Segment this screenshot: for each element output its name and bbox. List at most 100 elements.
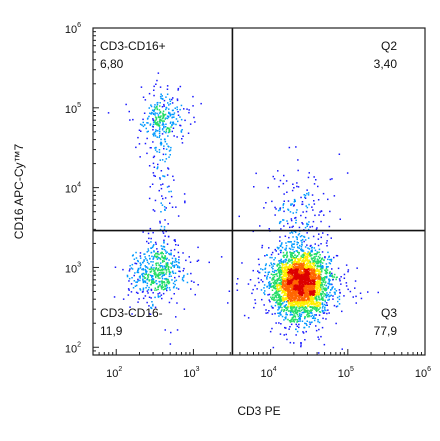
event-dot: [135, 284, 138, 287]
event-dot: [278, 284, 280, 286]
event-dot: [165, 271, 168, 273]
event-dot: [302, 253, 305, 256]
event-dot: [308, 295, 311, 297]
event-dot: [174, 261, 176, 263]
event-dot: [275, 273, 277, 276]
event-dot: [267, 273, 269, 276]
event-dot: [166, 265, 168, 268]
event-dot: [329, 295, 331, 297]
event-dot: [148, 286, 150, 289]
event-dot: [297, 271, 299, 274]
event-dot: [295, 236, 298, 238]
event-dot: [313, 266, 316, 268]
event-dot: [302, 291, 305, 293]
event-dot: [286, 220, 288, 222]
event-dot: [304, 255, 307, 258]
event-dot: [152, 282, 155, 284]
event-dot: [284, 264, 286, 266]
event-dot: [317, 319, 319, 321]
event-dot: [168, 156, 170, 158]
event-dot: [321, 309, 323, 312]
event-dot: [153, 132, 155, 134]
event-dot: [171, 113, 173, 116]
event-dot: [164, 278, 166, 280]
event-dot: [319, 280, 321, 282]
event-dot: [268, 247, 270, 249]
event-dot: [183, 108, 185, 110]
event-dot: [175, 244, 177, 246]
event-dot: [298, 277, 300, 280]
event-dot: [147, 275, 149, 277]
event-dot: [287, 222, 289, 225]
event-dot: [306, 303, 308, 305]
event-dot: [197, 259, 200, 262]
event-dot: [317, 263, 319, 265]
event-dot: [161, 159, 164, 161]
event-dot: [160, 245, 163, 247]
event-dot: [285, 282, 287, 285]
event-dot: [292, 205, 295, 207]
event-dot: [276, 287, 279, 289]
event-dot: [307, 280, 310, 283]
event-dot: [285, 266, 288, 268]
event-dot: [284, 278, 287, 281]
event-dot: [176, 98, 179, 100]
event-dot: [286, 256, 288, 259]
event-dot: [289, 264, 291, 266]
event-dot: [329, 275, 331, 277]
event-dot: [298, 307, 301, 310]
event-dot: [165, 283, 168, 286]
event-dot: [273, 296, 276, 299]
event-dot: [286, 266, 288, 269]
event-dot: [186, 273, 189, 275]
event-dot: [295, 306, 298, 308]
event-dot: [298, 290, 301, 292]
event-dot: [289, 292, 292, 294]
event-dot: [303, 235, 305, 238]
event-dot: [329, 262, 332, 265]
event-dot: [319, 254, 321, 256]
event-dot: [309, 283, 311, 285]
event-dot: [314, 274, 317, 276]
event-dot: [294, 199, 296, 201]
event-dot: [308, 294, 310, 296]
event-dot: [147, 292, 149, 294]
event-dot: [283, 319, 285, 321]
event-dot: [253, 186, 255, 188]
event-dot: [138, 276, 141, 278]
event-dot: [300, 263, 303, 265]
event-dot: [164, 209, 166, 211]
event-dot: [302, 289, 304, 291]
event-dot: [290, 276, 292, 279]
event-dot: [161, 286, 163, 289]
event-dot: [164, 126, 167, 128]
event-dot: [172, 175, 174, 178]
event-dot: [281, 246, 284, 249]
event-dot: [291, 276, 294, 278]
event-dot: [328, 280, 331, 282]
event-dot: [318, 297, 320, 299]
event-dot: [302, 278, 305, 281]
event-dot: [301, 235, 303, 237]
event-dot: [153, 255, 155, 258]
event-dot: [291, 267, 294, 270]
event-dot: [299, 244, 301, 247]
event-dot: [307, 285, 310, 287]
event-dot: [271, 200, 273, 203]
event-dot: [149, 274, 152, 277]
event-dot: [164, 197, 167, 199]
event-dot: [327, 258, 329, 261]
event-dot: [319, 311, 322, 313]
event-dot: [152, 245, 154, 247]
event-dot: [153, 267, 155, 269]
event-dot: [155, 275, 157, 277]
event-dot: [308, 304, 311, 306]
event-dot: [160, 211, 162, 213]
event-dot: [147, 248, 149, 250]
event-dot: [169, 343, 172, 345]
event-dot: [161, 277, 164, 280]
event-dot: [292, 225, 294, 228]
event-dot: [281, 297, 284, 299]
event-dot: [154, 135, 157, 137]
event-dot: [142, 275, 144, 277]
